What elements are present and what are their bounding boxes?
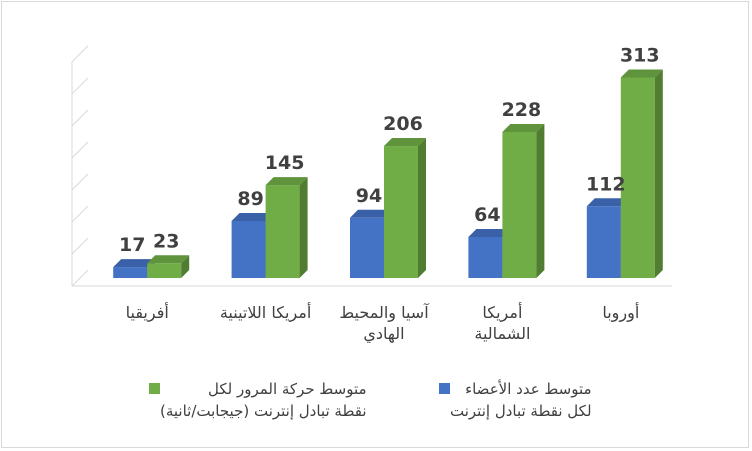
bar-top-s1-c4 [620, 69, 663, 78]
bar-front-s1-c2 [384, 146, 418, 278]
bar-side-s1-c4 [654, 69, 663, 278]
bar-front-s1-c1 [265, 185, 300, 278]
bar-front-s0-c2 [350, 217, 384, 278]
bar-top-s1-c0 [147, 255, 190, 264]
data-label-s1-c0: 23 [153, 230, 179, 252]
bar-side-s1-c0 [181, 255, 190, 278]
bar-top-s0-c3 [468, 229, 511, 238]
data-label-s1-c4: 313 [620, 44, 660, 66]
bar-top-s1-c3 [502, 123, 545, 132]
data-label-s0-c3: 64 [474, 204, 500, 226]
data-label-s0-c4: 112 [586, 173, 626, 195]
bar-top-s1-c1 [265, 177, 308, 186]
category-label-0: أفريقيا [126, 302, 169, 323]
category-label-2: آسيا والمحيط الهادي [339, 303, 430, 344]
category-label-line: الهادي [363, 324, 404, 344]
category-label-3: أمريكا الشمالية [474, 302, 530, 343]
gridline-wall [71, 45, 89, 63]
category-label-line: أوروبا [602, 302, 639, 323]
category-label-line: أمريكا [482, 302, 522, 323]
bar-top-s1-c2 [384, 138, 426, 147]
bar-side-s1-c3 [536, 123, 545, 278]
gridline-wall [71, 269, 89, 287]
category-label-line: أمريكا اللاتينية [220, 302, 311, 323]
data-label-s1-c3: 228 [502, 99, 542, 121]
bar-front-s0-c3 [468, 237, 503, 278]
category-label-line: آسيا والمحيط [339, 303, 430, 323]
bar-side-s1-c2 [418, 138, 426, 278]
legend-swatch-traffic [149, 383, 160, 394]
bar-top-s0-c2 [350, 209, 392, 218]
bar-front-s0-c4 [586, 206, 621, 278]
bar-top-s0-c0 [113, 259, 156, 268]
legend-item-traffic: متوسط حركة المرور لكل نقطة تبادل إنترنت … [140, 378, 367, 422]
bar-front-s0-c1 [231, 220, 266, 278]
gridline-wall [71, 109, 89, 127]
category-label-1: أمريكا اللاتينية [220, 302, 311, 323]
legend-item-members: متوسط عدد الأعضاء لكل نقطة تبادل إنترنت [430, 378, 592, 422]
gridline-wall [71, 173, 89, 191]
legend-label-traffic: متوسط حركة المرور لكل نقطة تبادل إنترنت … [160, 380, 367, 420]
bar-front-s1-c4 [620, 77, 655, 278]
legend-swatch-members [439, 383, 450, 394]
data-label-s0-c2: 94 [356, 185, 382, 207]
bar-front-s1-c0 [147, 263, 182, 278]
category-label-4: أوروبا [602, 302, 639, 323]
category-label-line: أفريقيا [126, 302, 169, 323]
bar-front-s0-c0 [113, 267, 148, 278]
gridline-wall [71, 141, 89, 159]
gridline-wall [71, 237, 89, 255]
category-labels: أفريقيا أمريكا اللاتينية آسيا والمحيط الهاد… [126, 302, 640, 344]
data-label-s1-c1: 145 [265, 152, 305, 174]
gridlines [71, 45, 672, 287]
bar-top-s0-c1 [231, 212, 274, 221]
legend-label-members: متوسط عدد الأعضاء لكل نقطة تبادل إنترنت [450, 380, 592, 420]
bar-front-s1-c3 [502, 131, 537, 278]
bar-top-s0-c4 [586, 198, 629, 207]
category-label-line: الشمالية [474, 324, 530, 343]
gridline-wall [71, 77, 89, 95]
data-label-s1-c2: 206 [383, 113, 423, 135]
bars [113, 69, 663, 278]
bar-side-s1-c1 [299, 177, 308, 278]
data-label-s0-c1: 89 [237, 188, 263, 210]
gridline-wall [71, 205, 89, 223]
data-label-s0-c0: 17 [119, 234, 145, 256]
